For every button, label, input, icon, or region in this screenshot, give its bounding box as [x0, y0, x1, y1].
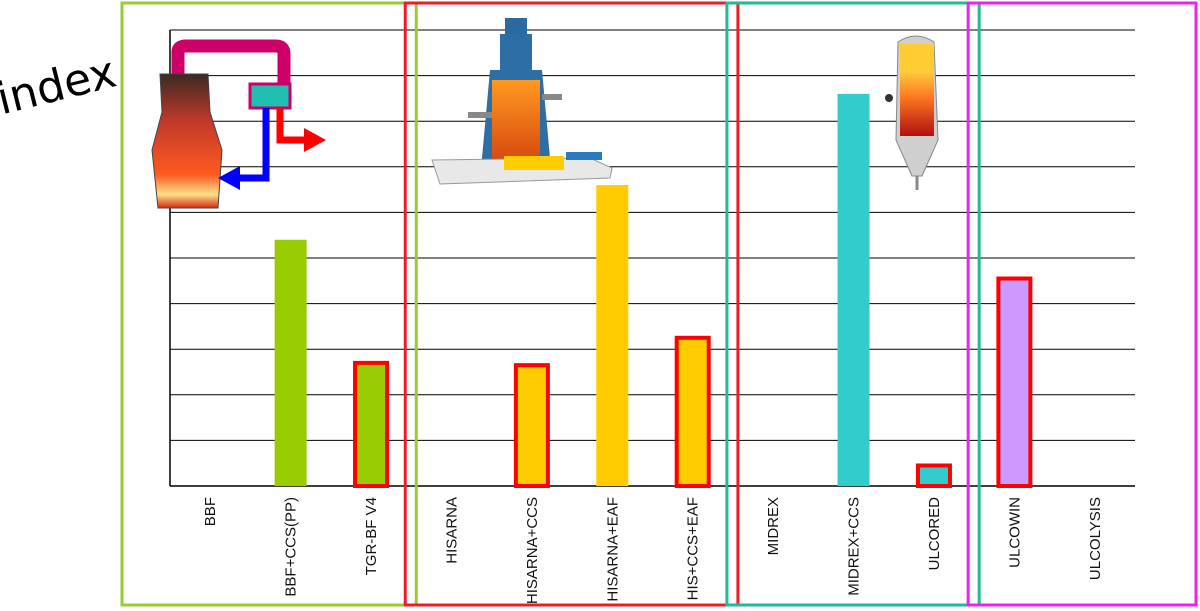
category-label: ULCOLYSIS [1087, 497, 1104, 580]
hisarna-reactor-icon [431, 18, 613, 185]
bar-hisarna-eaf [596, 185, 629, 487]
bar-midrex-ccs [837, 93, 870, 486]
gridlines [169, 29, 1135, 487]
category-label: HIS+CCS+EAF [685, 497, 702, 600]
bar-hisarna-ccs [513, 363, 550, 488]
category-label: HISARNA+EAF [604, 497, 621, 602]
ulcored-shaft-furnace-icon [885, 35, 939, 190]
bar-his-ccs-eaf [674, 335, 711, 488]
category-label: MIDREX+CCS [846, 497, 863, 596]
category-label: BBF+CCS(PP) [283, 497, 300, 597]
bar-ulcored [915, 463, 952, 489]
category-label: TGR-BF V4 [363, 497, 380, 575]
category-label: MIDREX [765, 497, 782, 555]
bar-bbf-ccs-pp [274, 239, 307, 486]
bar-ulcowin [996, 276, 1033, 488]
category-labels: BBF BBF+CCS(PP) TGR-BF V4 HISARNA HISARNA+CC… [202, 497, 1104, 604]
category-label: HISARNA+CCS [524, 497, 541, 604]
group-boxes [120, 1, 1198, 607]
category-label: ULCORED [926, 497, 943, 571]
group-box [725, 1, 981, 607]
category-label: ULCOWIN [1006, 497, 1023, 568]
y-axis-title: index [0, 47, 121, 126]
bar-tgr-bf-v4 [353, 360, 390, 489]
bars [274, 93, 1033, 489]
group-box [966, 1, 1198, 607]
group-box [120, 1, 418, 607]
category-label: BBF [202, 497, 219, 526]
category-label: HISARNA [443, 497, 460, 564]
blast-furnace-tgr-icon [151, 39, 326, 209]
group-box [403, 1, 740, 607]
